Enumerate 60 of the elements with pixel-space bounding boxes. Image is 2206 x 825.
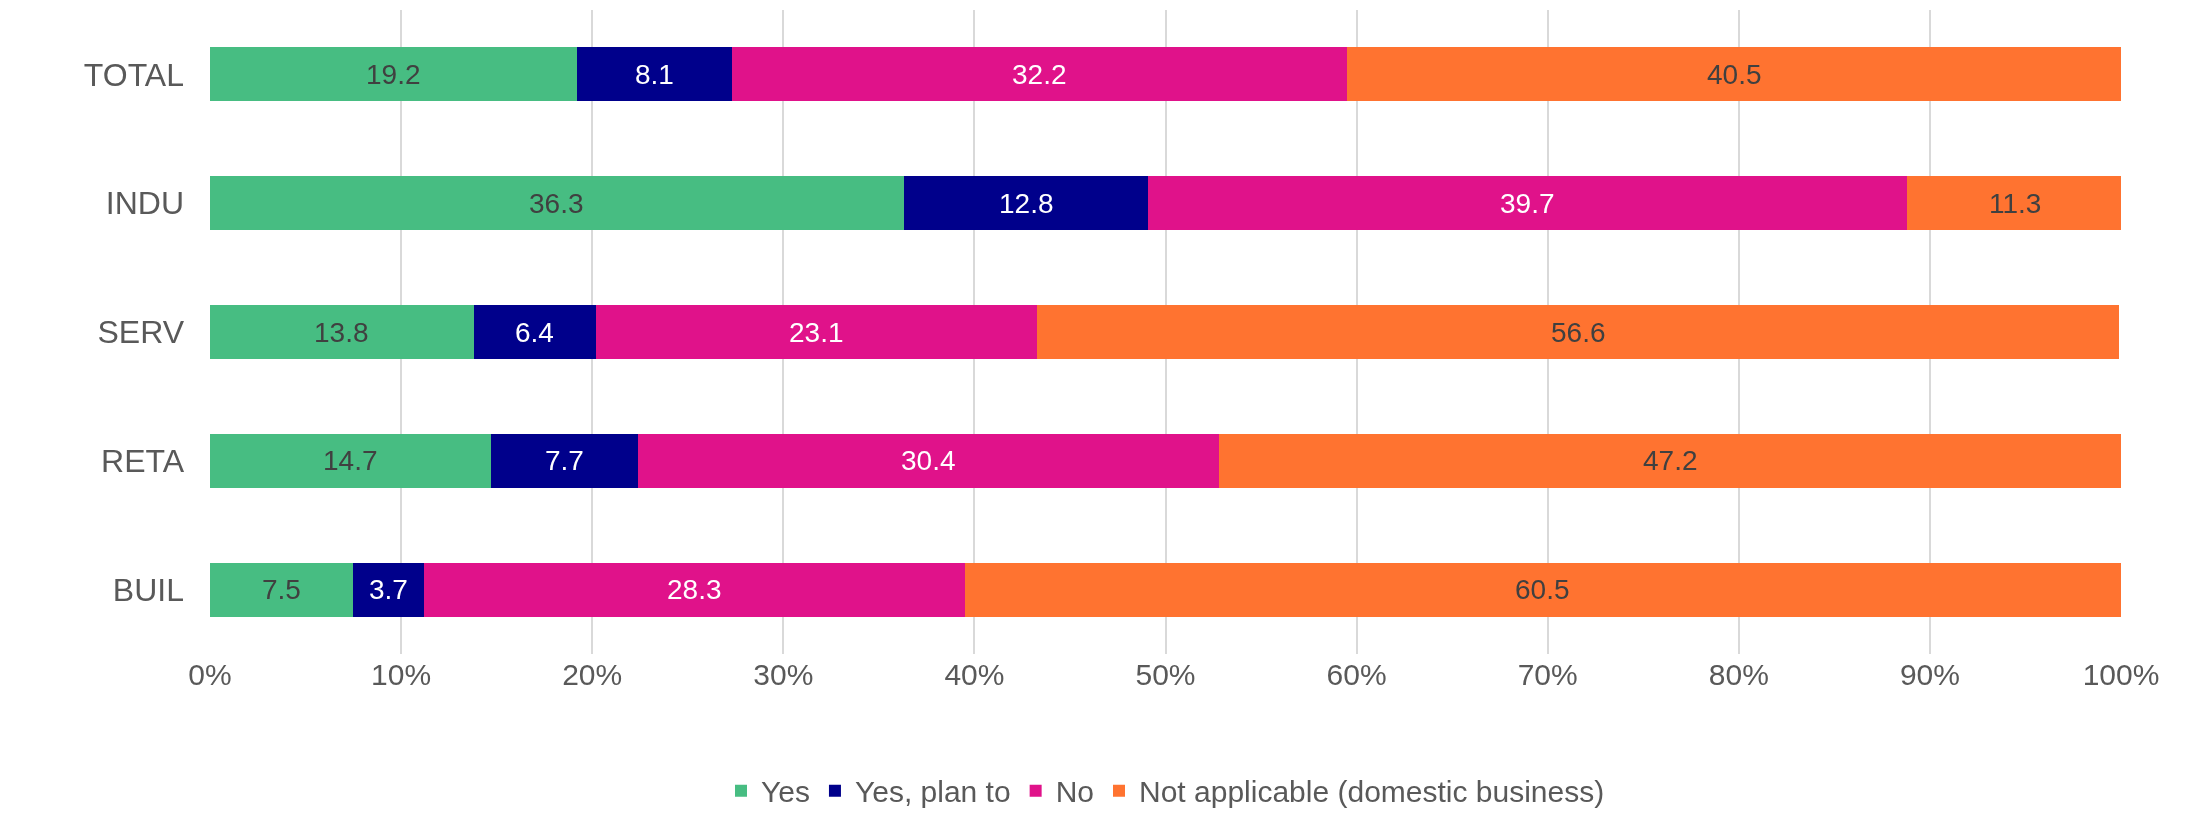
y-tick-label: SERV	[97, 314, 185, 351]
data-label: 11.3	[1989, 188, 2042, 219]
data-label: 23.1	[789, 317, 844, 348]
bar	[1906, 176, 2121, 231]
data-label: 19.2	[366, 59, 421, 90]
x-tick-label: 30%	[753, 658, 814, 691]
x-tick-label: 20%	[562, 658, 623, 691]
bar	[473, 304, 597, 360]
data-label: 13.8	[314, 317, 369, 348]
data-label: 7.5	[262, 574, 301, 605]
bar	[964, 562, 2121, 617]
data-label: 47.2	[1643, 445, 1698, 476]
data-label: 8.1	[635, 59, 674, 90]
x-tick-label: 50%	[1135, 658, 1196, 691]
bar	[424, 562, 965, 617]
bar	[210, 304, 474, 360]
legend-label: No	[1055, 775, 1094, 809]
data-label: 40.5	[1707, 59, 1762, 90]
data-label: 39.7	[1500, 188, 1555, 219]
data-label: 56.6	[1551, 317, 1606, 348]
x-tick-label: 60%	[1326, 658, 1387, 691]
x-tick-label: 40%	[944, 658, 1005, 691]
bar	[903, 176, 1149, 231]
legend-label: Yes	[761, 775, 810, 809]
legend-label: Yes, plan to	[854, 775, 1011, 809]
data-label: 14.7	[323, 445, 378, 476]
x-tick-label: 80%	[1708, 658, 1769, 691]
data-label: 36.3	[529, 188, 584, 219]
data-label: 28.3	[667, 574, 722, 605]
x-tick-label: 10%	[371, 658, 432, 691]
data-label: 30.4	[901, 445, 956, 476]
bar	[596, 304, 1038, 360]
data-label: 6.4	[515, 317, 554, 348]
bar	[353, 562, 425, 617]
bar	[210, 433, 491, 488]
x-tick-label: 70%	[1517, 658, 1578, 691]
data-label: 32.2	[1012, 59, 1067, 90]
y-tick-label: TOTAL	[83, 56, 184, 93]
data-label: 12.8	[999, 188, 1054, 219]
bar	[210, 562, 354, 617]
x-tick-label: 0%	[188, 658, 232, 691]
y-tick-label: RETA	[101, 443, 185, 479]
bar	[210, 47, 577, 102]
bar	[490, 433, 639, 488]
bar	[1347, 47, 2121, 102]
x-tick-label: 100%	[2082, 658, 2160, 691]
data-label: 60.5	[1515, 574, 1570, 605]
data-label: 3.7	[369, 574, 408, 605]
bar	[210, 176, 904, 231]
bar	[1148, 176, 1907, 231]
y-tick-label: INDU	[105, 185, 184, 222]
bar	[1037, 304, 2120, 360]
y-tick-label: BUIL	[112, 571, 184, 608]
x-tick-label: 90%	[1899, 658, 1960, 691]
data-label: 7.7	[545, 445, 584, 476]
legend-label: Not applicable (domestic business)	[1139, 775, 1605, 809]
bar	[638, 433, 1220, 488]
bar	[576, 47, 732, 102]
bar	[731, 47, 1348, 102]
bar	[1219, 433, 2121, 488]
